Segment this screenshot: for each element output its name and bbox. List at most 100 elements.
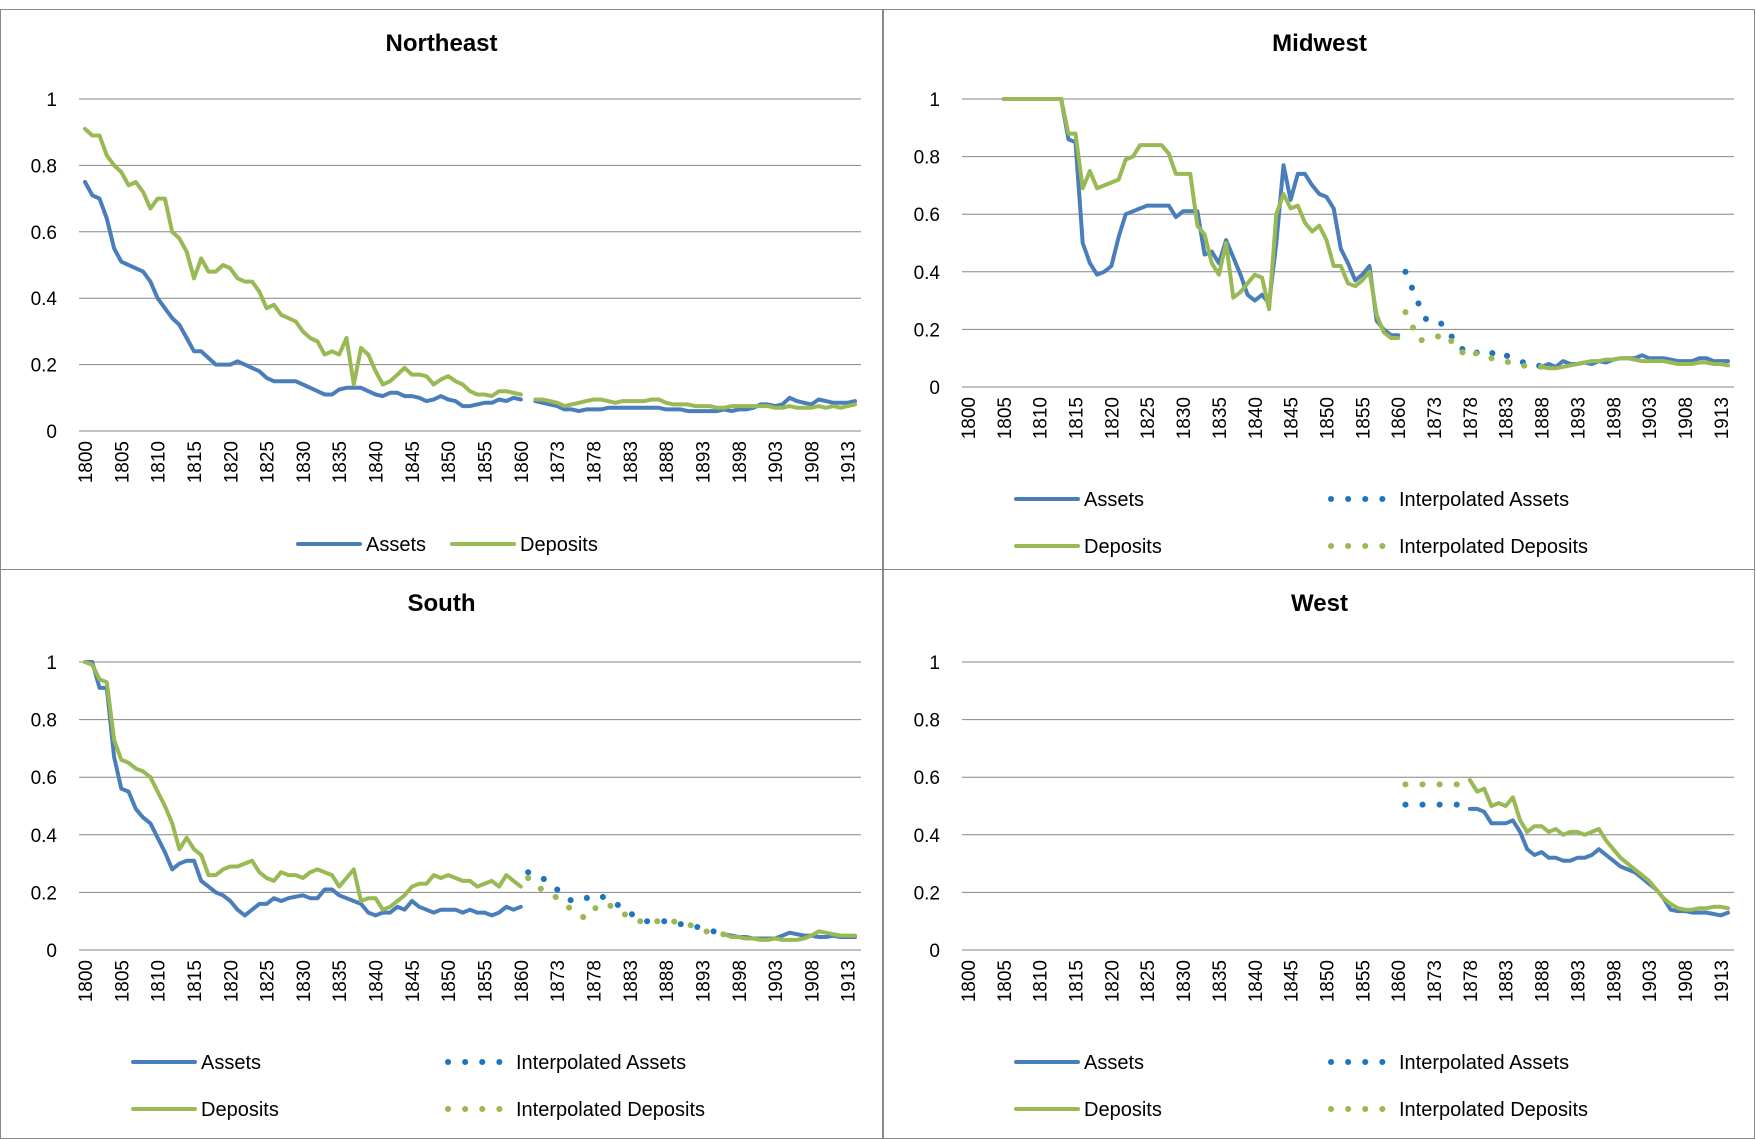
y-tick-label: 1 [929,653,940,674]
y-tick-label: 0.2 [31,883,57,904]
x-tick-label: 1893 [1568,960,1589,1002]
series-line [1001,97,1730,371]
panel: West 0 0.2 0.4 0.6 0.8 1 1800 1805 1810 1815 1820 18… [914,590,1734,1121]
legend-label: Interpolated Assets [516,1052,686,1074]
y-tick-label: 0.8 [31,711,57,732]
x-tick-label: 1835 [330,960,351,1002]
x-tick-label: 1805 [112,960,133,1002]
legend-label: Assets [1084,1052,1144,1074]
chart-title: West [1291,590,1348,617]
x-tick-label: 1820 [221,960,242,1002]
x-tick-label: 1873 [548,441,569,483]
legend-label: Interpolated Assets [1399,1052,1569,1074]
x-tick-label: 1860 [512,441,533,483]
x-tick-label: 1855 [1353,960,1374,1002]
y-tick-label: 0 [46,422,57,443]
y-tick-label: 0.6 [914,768,940,789]
legend-label: Deposits [1084,536,1162,558]
x-tick-label: 1913 [1712,397,1733,439]
x-tick-label: 1800 [959,397,980,439]
y-tick-label: 1 [929,90,940,111]
x-tick-label: 1855 [1353,397,1374,439]
x-tick-label: 1800 [76,441,97,483]
series-line [1467,778,1730,912]
x-tick-label: 1898 [730,441,751,483]
y-tick-label: 0.4 [31,826,58,847]
legend-label: Assets [1084,489,1144,511]
x-tick-label: 1893 [693,441,714,483]
legend-label: Assets [366,534,426,556]
x-tick-label: 1883 [621,960,642,1002]
y-tick-label: 0 [46,941,57,962]
legend-label: Deposits [1084,1099,1162,1121]
x-tick-label: 1845 [403,441,424,483]
x-tick-label: 1820 [221,441,242,483]
legend-label: Deposits [201,1099,279,1121]
x-tick-label: 1908 [1676,960,1697,1002]
x-tick-label: 1800 [959,960,980,1002]
series-line [83,180,857,414]
y-tick-label: 0.8 [914,711,940,732]
panel: South 0 0.2 0.4 0.6 0.8 1 1800 1805 1810 1815 1820 1… [31,590,861,1121]
x-tick-label: 1835 [330,441,351,483]
y-tick-label: 0.6 [914,205,940,226]
x-tick-label: 1873 [1425,397,1446,439]
x-tick-label: 1845 [403,960,424,1002]
x-tick-label: 1888 [1533,960,1554,1002]
chart-title: South [408,590,476,617]
x-tick-label: 1835 [1210,960,1231,1002]
x-tick-label: 1855 [476,441,497,483]
legend-label: Interpolated Deposits [516,1099,705,1121]
x-tick-label: 1815 [1067,960,1088,1002]
y-tick-label: 0.4 [914,826,941,847]
x-tick-label: 1810 [1031,397,1052,439]
y-tick-label: 0.2 [914,320,940,341]
x-tick-label: 1840 [367,960,388,1002]
y-tick-label: 0.2 [914,883,940,904]
series-line [1402,268,1545,370]
x-tick-label: 1810 [1031,960,1052,1002]
y-tick-label: 0 [929,941,940,962]
y-tick-label: 0.6 [31,223,57,244]
x-tick-label: 1878 [1461,960,1482,1002]
x-tick-label: 1840 [367,441,388,483]
x-tick-label: 1835 [1210,397,1231,439]
x-tick-label: 1903 [766,441,787,483]
x-tick-label: 1903 [1640,397,1661,439]
x-tick-label: 1908 [1676,397,1697,439]
x-tick-label: 1883 [1497,960,1518,1002]
x-tick-label: 1913 [1712,960,1733,1002]
x-tick-label: 1810 [149,960,170,1002]
x-tick-label: 1840 [1246,960,1267,1002]
y-tick-label: 0.6 [31,768,57,789]
x-tick-label: 1913 [839,960,860,1002]
series-line [525,875,728,938]
x-tick-label: 1898 [730,960,751,1002]
x-tick-label: 1903 [1640,960,1661,1002]
x-tick-label: 1908 [802,960,823,1002]
x-tick-label: 1825 [1138,397,1159,439]
x-tick-label: 1888 [1533,397,1554,439]
x-tick-label: 1820 [1102,397,1123,439]
x-tick-label: 1800 [76,960,97,1002]
x-tick-label: 1903 [766,960,787,1002]
x-tick-label: 1830 [294,960,315,1002]
legend-label: Interpolated Assets [1399,489,1569,511]
panel: Northeast 0 0.2 0.4 0.6 0.8 1 1800 1805 1810 1815 1… [31,30,861,556]
x-tick-label: 1913 [839,441,860,483]
x-tick-label: 1873 [1425,960,1446,1002]
x-tick-label: 1825 [258,441,279,483]
chart-title: Northeast [385,30,497,57]
x-tick-label: 1815 [185,441,206,483]
legend-label: Deposits [520,534,598,556]
x-tick-label: 1805 [995,960,1016,1002]
x-tick-label: 1815 [185,960,206,1002]
x-tick-label: 1883 [621,441,642,483]
x-tick-label: 1878 [584,441,605,483]
x-tick-label: 1850 [1317,397,1338,439]
x-tick-label: 1850 [439,441,460,483]
y-tick-label: 1 [46,653,57,674]
x-tick-label: 1893 [693,960,714,1002]
x-tick-label: 1805 [112,441,133,483]
